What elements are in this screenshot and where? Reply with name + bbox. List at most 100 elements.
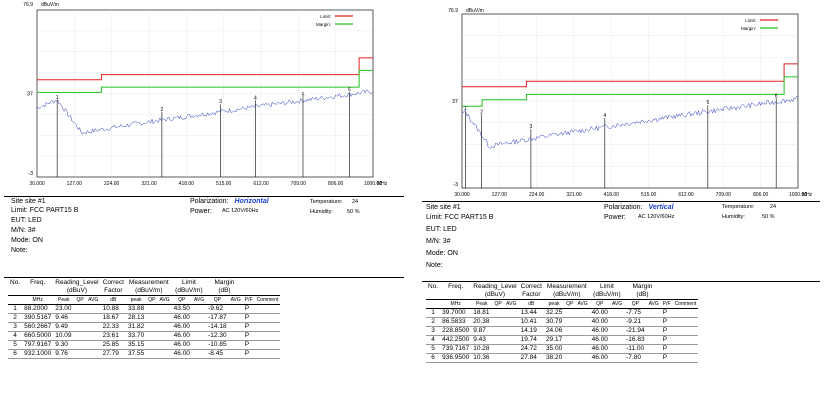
marker-label: 2	[480, 109, 483, 115]
header-freq: Freq.	[30, 279, 46, 286]
subheader-cell: QP	[76, 297, 84, 303]
divider	[422, 201, 820, 202]
table-cell: 1	[431, 309, 435, 316]
table-cell	[564, 345, 575, 354]
subheader-cell: dB	[528, 301, 535, 307]
table-cell	[74, 305, 86, 314]
table-cell: 10.88	[102, 305, 119, 312]
table-cell: 46.00	[591, 345, 608, 352]
limit-label: Limit: FCC PART15 B	[11, 207, 79, 214]
subheader-cell: AVG	[577, 301, 588, 307]
table-row: 4 442.2500 9.43 19.74 29.17 46.00 -16.83 P	[426, 336, 699, 345]
table-cell	[192, 341, 206, 350]
header-margin: Margin (dB)	[632, 283, 653, 298]
table-cell: 25.85	[102, 341, 119, 348]
table-cell: 19.74	[520, 336, 537, 343]
limit-line	[462, 63, 798, 88]
x-tick-label: 321.00	[141, 181, 157, 187]
x-tick-label: 30.000	[454, 192, 470, 198]
table-cell: -9.62	[208, 305, 223, 312]
table-cell	[492, 318, 504, 327]
y-bottom-label: -3	[28, 171, 33, 177]
site-label: Site site #1	[426, 204, 461, 211]
y-unit-label: dBuV/m	[41, 2, 59, 8]
table-cell	[492, 309, 504, 318]
table-cell: 739.7167	[442, 345, 470, 352]
table-cell	[74, 341, 86, 350]
table-cell	[610, 327, 624, 336]
table-row: 2 86.5833 20.38 10.41 30.79 40.00 -9.21 P	[426, 318, 699, 327]
table-cell: 88.2000	[24, 305, 48, 312]
table-cell	[504, 318, 519, 327]
table-cell: 1	[13, 305, 17, 312]
note-label: Note:	[11, 247, 28, 254]
eut-label: EUT: LED	[11, 217, 42, 224]
power-value: AC 120V/60Hz	[638, 214, 675, 220]
marker-label: 1	[56, 95, 59, 101]
table-cell	[255, 314, 281, 323]
table-cell: 18.81	[473, 309, 490, 316]
table-cell	[492, 354, 504, 363]
table-cell	[74, 323, 86, 332]
x-unit-label: MHz	[377, 181, 388, 187]
table-cell	[229, 314, 243, 323]
mn-label: M/N: 3#	[11, 227, 36, 234]
site-label: Site site #1	[11, 198, 46, 205]
polarization-value: Vertical	[648, 204, 674, 211]
table-cell: 5	[431, 345, 435, 352]
table-cell	[192, 350, 206, 359]
table-top-rule	[4, 277, 404, 278]
table-cell: 4	[431, 336, 435, 343]
subheader-cell: QP	[596, 301, 604, 307]
power-label: Power:	[190, 208, 212, 215]
marker-label: 6	[775, 93, 778, 99]
marker-label: 4	[603, 113, 606, 119]
table-cell: P	[662, 336, 668, 343]
table-cell	[157, 305, 171, 314]
x-tick-label: 806.00	[753, 192, 769, 198]
table-cell: 46.00	[173, 341, 190, 348]
table-cell	[575, 345, 589, 354]
header-reading-level: Reading_Level (dBuV)	[55, 279, 99, 294]
subheader-cell: peak	[130, 297, 142, 303]
subheader-cell: QP	[148, 297, 156, 303]
table-cell	[673, 318, 699, 327]
mn-label: M/N: 3#	[426, 238, 451, 245]
table-cell: 46.00	[173, 332, 190, 339]
table-cell	[157, 332, 171, 341]
subheader-cell: AVG	[648, 301, 659, 307]
subheader-cell: Comment	[256, 297, 279, 303]
marker-label: 1	[464, 106, 467, 112]
table-cell: 390.5167	[24, 314, 52, 321]
subheader-cell: P/F	[662, 301, 671, 307]
table-cell	[504, 327, 519, 336]
x-unit-label: MHz	[802, 192, 813, 198]
humidity-label: Humidity:	[310, 209, 333, 215]
subheader-cell: MHz	[32, 297, 43, 303]
table-cell	[86, 323, 101, 332]
table-cell: -9.21	[626, 318, 641, 325]
emission-trace	[461, 96, 799, 149]
limit-label: Limit: FCC PART15 B	[426, 214, 494, 221]
table-cell	[610, 318, 624, 327]
table-cell	[157, 341, 171, 350]
subheader-blank	[426, 300, 440, 309]
legend-label: Limit:	[320, 14, 331, 19]
header-blank	[243, 279, 280, 296]
subheader-cell: AVG	[506, 301, 517, 307]
table-cell	[610, 354, 624, 363]
table-cell	[673, 309, 699, 318]
table-cell: P	[244, 323, 250, 330]
x-tick-label: 515.00	[216, 181, 232, 187]
table-cell: 24.06	[545, 327, 563, 334]
table-cell	[564, 336, 575, 345]
table-cell: 6	[13, 350, 17, 357]
table-header-row: No. Freq. Reading_Level (dBuV) Correct Fact…	[8, 279, 280, 296]
measurement-table: No. Freq. Reading_Level (dBuV) Correct Fact…	[426, 283, 699, 363]
table-cell: 6	[431, 354, 435, 361]
table-cell	[575, 318, 589, 327]
table-cell: 46.00	[173, 350, 190, 357]
left-panel: 76.9 dBuV/m 37 -3 30.000 127.00 224.00 321.00 41…	[0, 0, 412, 402]
subheader-cell: QP	[631, 301, 639, 307]
table-cell	[647, 318, 661, 327]
